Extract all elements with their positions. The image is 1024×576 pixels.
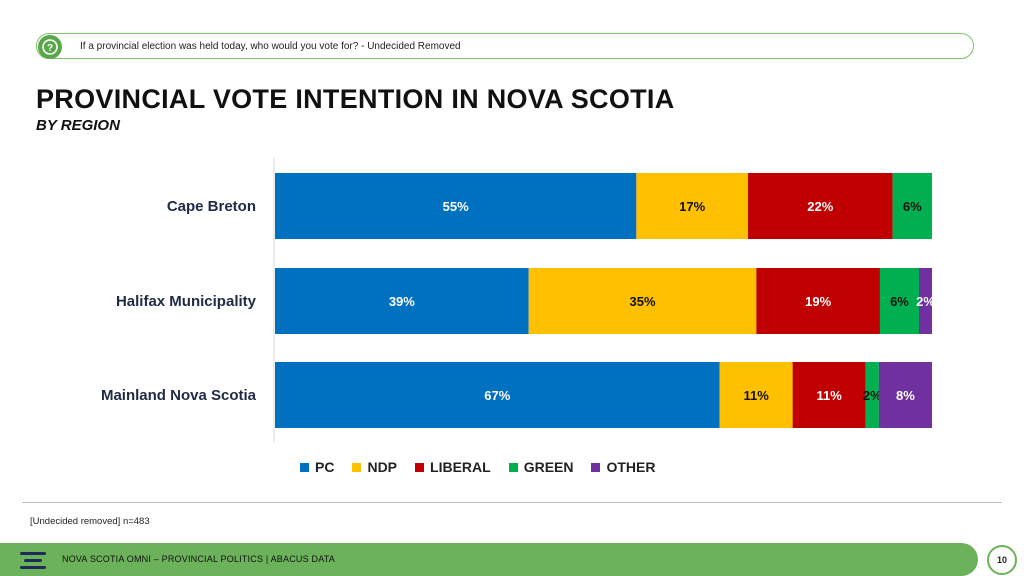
sample-note: [Undecided removed] n=483 [30,516,150,527]
legend-label-green: GREEN [523,459,574,475]
page-title: PROVINCIAL VOTE INTENTION IN NOVA SCOTIA [36,84,675,114]
bar-segment-other [918,268,932,334]
footer-divider [22,502,1002,503]
legend-item-green: GREEN [508,459,574,475]
bar-segment-liberal [792,362,866,428]
legend-label-pc: PC [315,459,335,475]
legend-swatch-green [508,462,518,472]
legend-item-other: OTHER [591,459,655,475]
data-label: 8% [896,388,915,403]
abacus-logo-icon [20,551,46,569]
data-label: 55% [443,199,469,214]
page-number: 10 [987,545,1017,575]
page-subtitle: BY REGION [36,117,120,134]
bar-segment-liberal [748,173,893,239]
data-label: 2% [863,388,882,403]
legend-swatch-other [591,462,601,472]
data-label: 6% [890,294,909,309]
data-label: 67% [484,388,510,403]
question-icon: ? [38,35,62,59]
bar-segment-pc [275,173,637,239]
data-label: 19% [805,294,831,309]
legend-label-other: OTHER [606,459,656,475]
footer-text: NOVA SCOTIA OMNI – PROVINCIAL POLITICS |… [62,554,335,564]
bar-segment-green [892,173,932,239]
question-banner [36,33,974,59]
bar-segment-liberal [756,268,880,334]
legend-swatch-liberal [415,462,425,472]
data-label: 2% [916,294,935,309]
category-label: Cape Breton [167,198,256,215]
data-label: 39% [389,294,415,309]
legend-label-ndp: NDP [367,459,398,475]
legend-item-ndp: NDP [352,459,397,475]
legend-label-liberal: LIBERAL [430,459,491,475]
legend-item-pc: PC [300,459,334,475]
footer-bar [0,543,978,576]
bar-segment-ndp [719,362,793,428]
bar-segment-ndp [528,268,757,334]
bar-segment-green [865,362,879,428]
bar-segment-pc [275,268,529,334]
bar-segment-ndp [636,173,749,239]
data-label: 6% [903,199,922,214]
svg-text:?: ? [47,43,53,54]
category-label: Mainland Nova Scotia [101,387,257,404]
legend-item-liberal: LIBERAL [415,459,491,475]
data-label: 35% [630,294,656,309]
category-label: Halifax Municipality [116,293,257,310]
data-label: 11% [816,388,842,403]
legend-swatch-ndp [352,462,362,472]
legend-swatch-pc [300,462,309,472]
bar-segment-other [878,362,932,428]
data-label: 17% [679,199,705,214]
bar-segment-green [879,268,919,334]
bar-segment-pc [275,362,720,428]
chart-legend: PC NDP LIBERAL GREEN OTHER [300,459,655,475]
data-label: 11% [743,388,769,403]
question-text: If a provincial election was held today,… [80,41,461,52]
data-label: 22% [807,199,833,214]
